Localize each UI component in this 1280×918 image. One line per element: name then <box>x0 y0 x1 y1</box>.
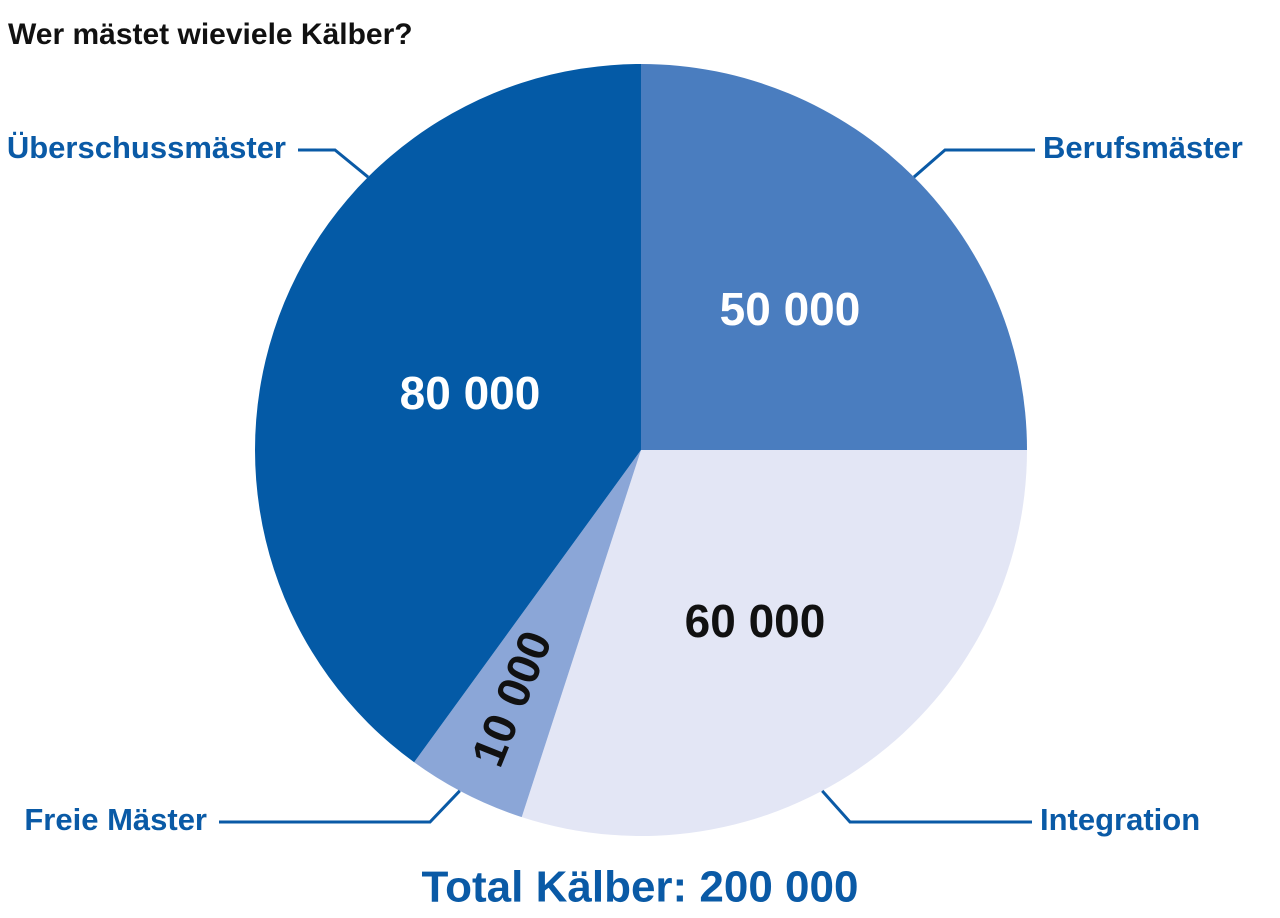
legend-label: Integration <box>1040 802 1200 837</box>
pie-slice <box>414 450 641 818</box>
leader-line <box>912 148 1035 179</box>
leader-line <box>219 789 461 824</box>
chart-title: Wer mästet wieviele Kälber? <box>8 18 413 51</box>
total-annotation: Total Kälber: 200 000 <box>422 863 859 912</box>
pie-slice <box>521 450 1027 836</box>
value-label: 80 000 <box>400 367 541 419</box>
pie-slice <box>255 64 642 763</box>
value-label: 60 000 <box>685 595 826 647</box>
leader-line <box>298 148 370 179</box>
pie-slice <box>641 64 1027 450</box>
legend-label: Berufsmäster <box>1043 130 1243 165</box>
leader-line <box>821 789 1032 824</box>
legend-label: Freie Mäster <box>24 802 207 837</box>
legend-label: Überschussmäster <box>7 130 286 165</box>
value-label: 50 000 <box>720 283 861 335</box>
